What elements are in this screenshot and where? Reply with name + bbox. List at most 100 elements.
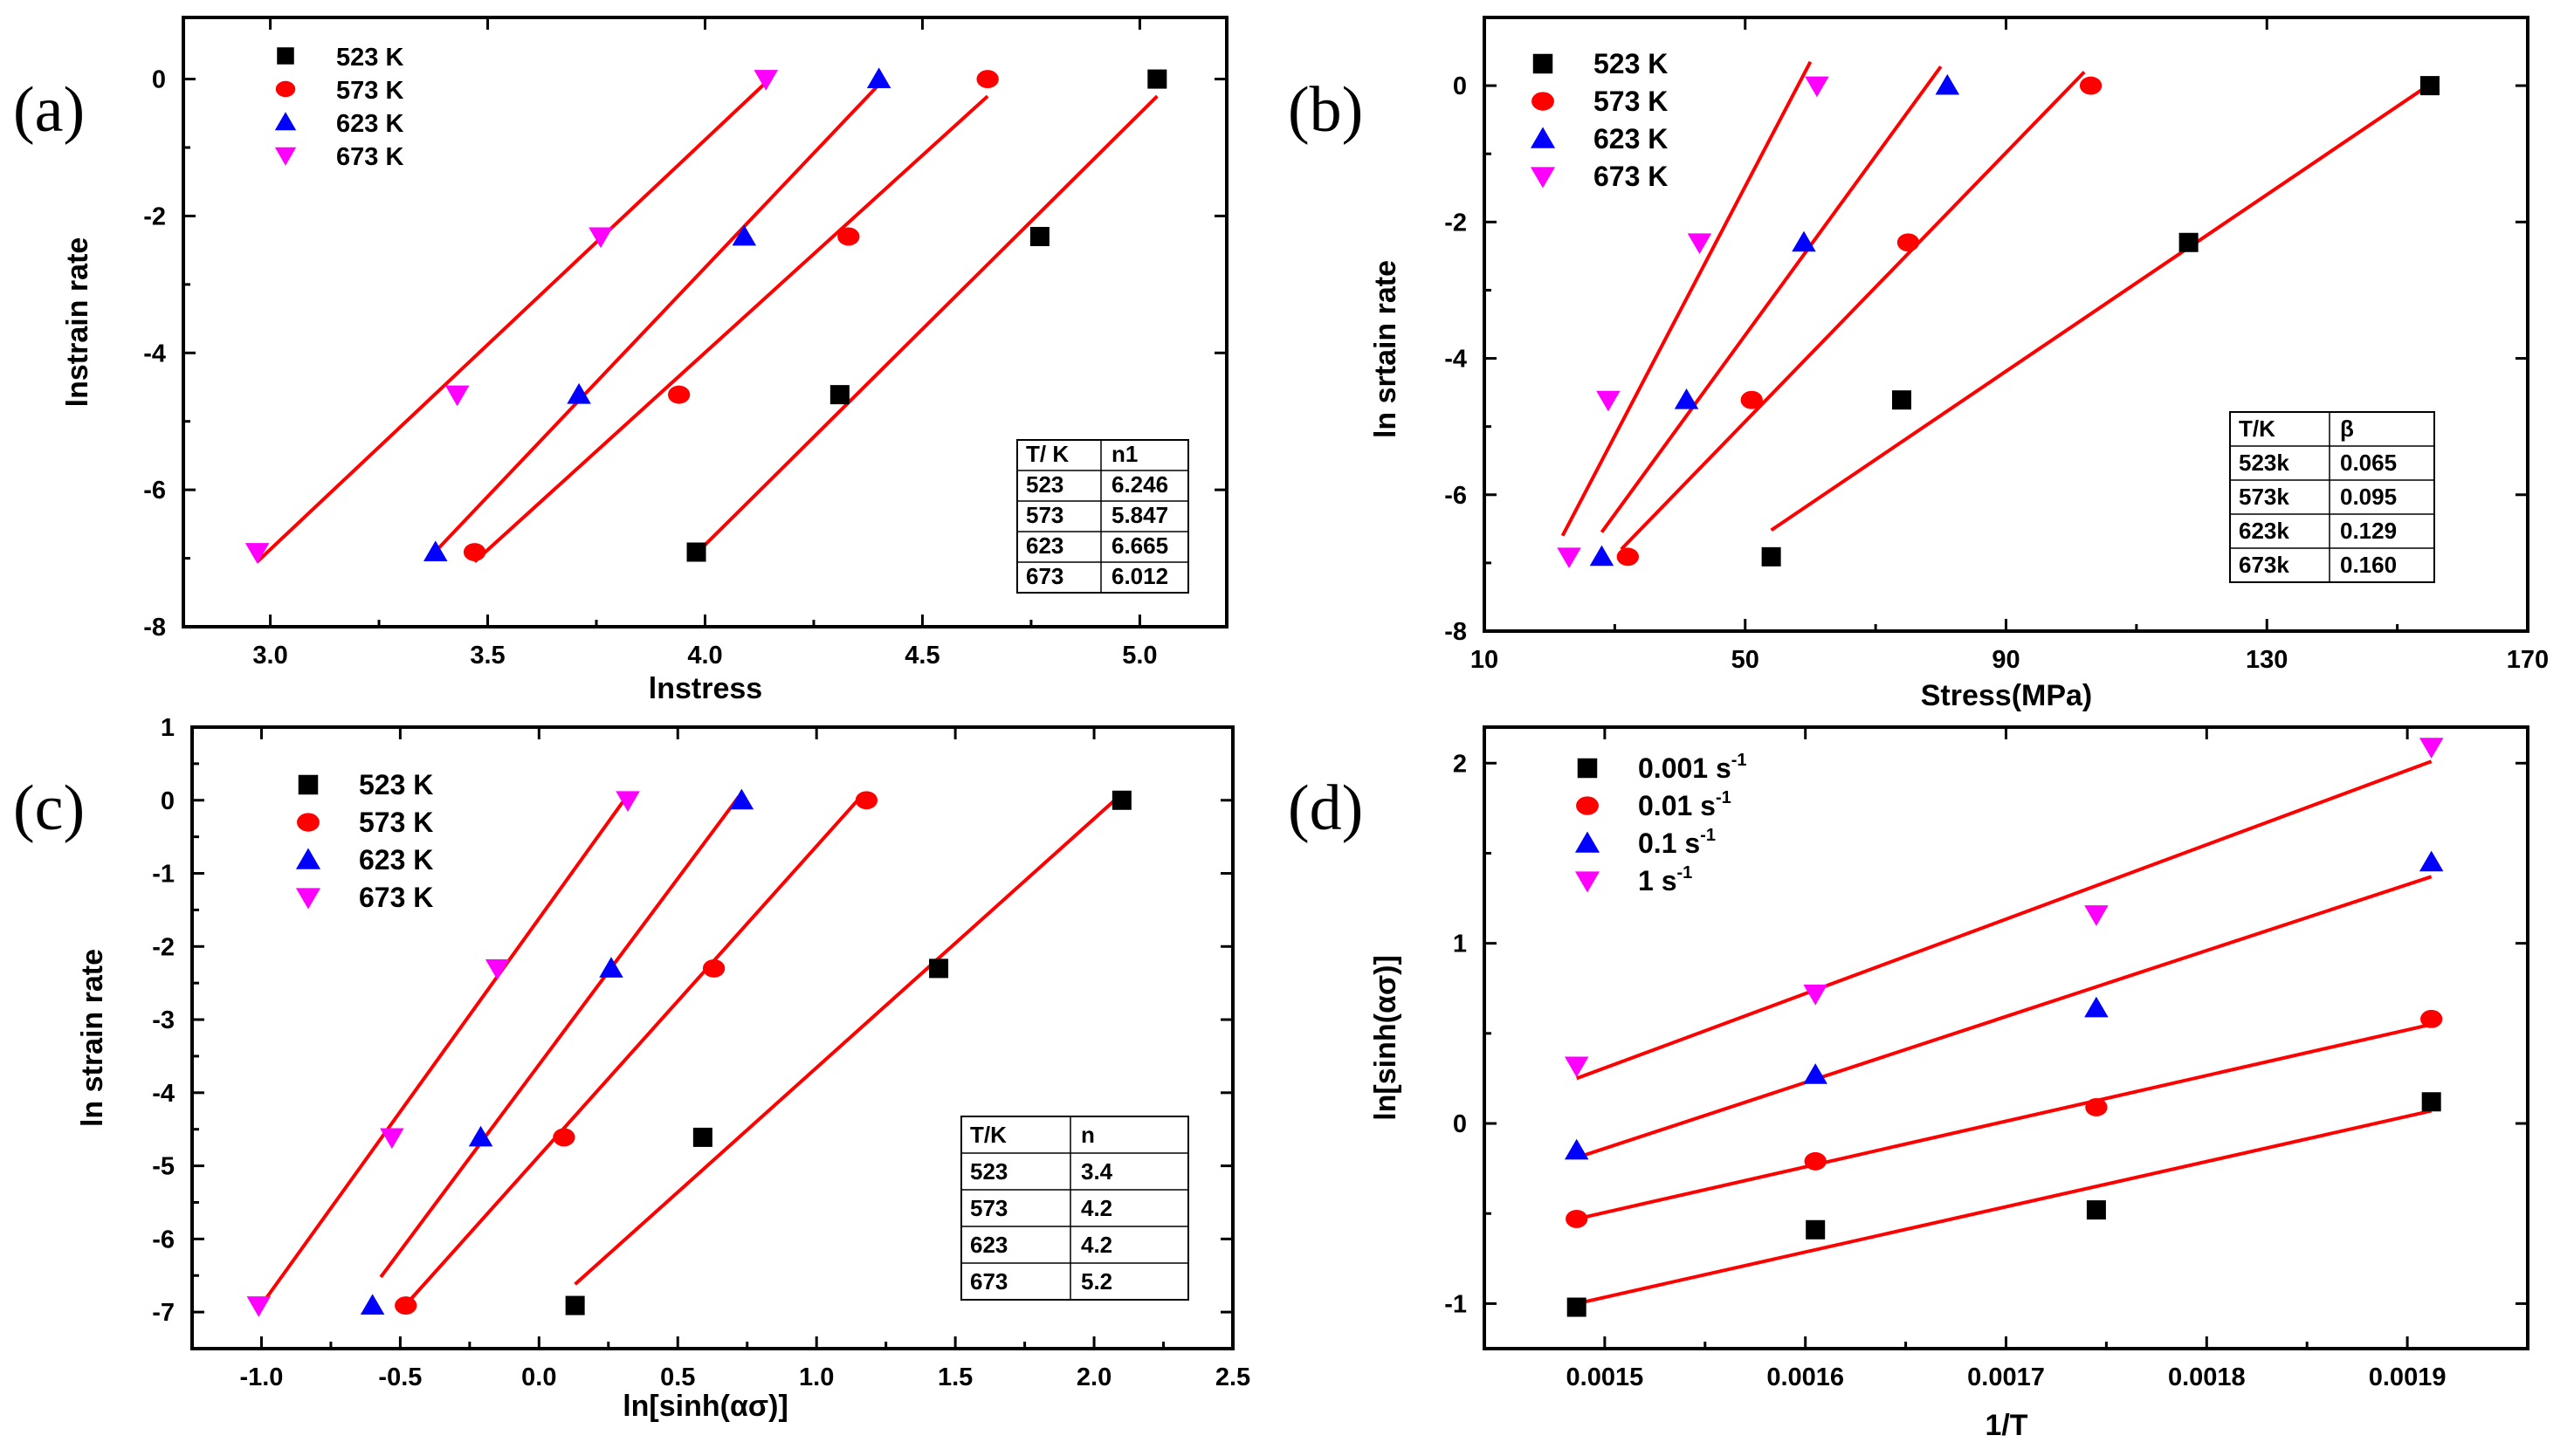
data-point	[463, 543, 486, 561]
data-point	[702, 958, 726, 978]
panel-a: 3.0 3.5 4.0 4.5 5.0 0 -2 -4 -6 -8 lnstress lnstrain…	[13, 16, 1228, 705]
data-point	[2419, 850, 2444, 872]
y-tick-label: -1	[152, 861, 175, 889]
data-point	[754, 70, 778, 91]
x-tick-label: 3.0	[252, 642, 287, 670]
data-point	[732, 224, 757, 246]
data-point	[2085, 1098, 2108, 1116]
data-point	[1589, 545, 1614, 567]
data-point	[1935, 73, 1960, 95]
y-tick-label: -7	[152, 1299, 175, 1327]
data-point	[244, 543, 270, 564]
legend-label: 673 K	[336, 143, 403, 171]
x-tick-label: 0.0015	[1566, 1363, 1644, 1391]
x-tick-label: 90	[1992, 646, 2020, 674]
legend-marker	[295, 848, 321, 869]
panel-label: (a)	[13, 74, 85, 146]
x-tick-label: -0.5	[378, 1363, 422, 1391]
fit-line	[1770, 82, 2432, 532]
legend-marker	[1574, 871, 1600, 893]
data-point	[616, 791, 640, 812]
table-cell: 523k	[2239, 450, 2289, 476]
data-point	[444, 385, 470, 407]
legend-marker	[1577, 758, 1598, 779]
data-point	[2420, 1009, 2443, 1028]
panel-c: -1.0 -0.5 0.0 0.5 1.0 1.5 2.0 2.5 1 0 -1 -2 -3 -4 -5 -6…	[13, 714, 1250, 1423]
inset-table: T/K β 523k 0.065 573k 0.095 623k 0.129 673k 0.160	[2229, 411, 2435, 583]
legend-label: 0.1 s-1	[1638, 826, 1716, 859]
data-point	[929, 958, 949, 979]
table-cell: 523	[970, 1158, 1008, 1185]
x-tick-label: 0.0	[521, 1363, 556, 1391]
data-point	[829, 385, 850, 405]
x-tick-label: 130	[2246, 646, 2288, 674]
data-point	[1112, 790, 1132, 810]
table-cell: 6.246	[1112, 471, 1168, 498]
x-tick-label: -1.0	[239, 1363, 283, 1391]
data-point	[1557, 547, 1581, 569]
data-point	[1792, 230, 1816, 252]
data-point	[395, 1296, 417, 1315]
y-tick-label: 1	[1453, 931, 1467, 958]
fit-line	[695, 94, 1159, 555]
legend-superscript: -1	[1700, 826, 1716, 845]
x-tick-label: 2.0	[1077, 1363, 1112, 1391]
y-axis-title: ln[sinh(ασ)]	[1369, 955, 1402, 1121]
legend-label: 623 K	[359, 844, 433, 876]
legend-label: 0.001 s-1	[1638, 751, 1747, 784]
data-point	[2084, 905, 2109, 926]
panel-label: (c)	[13, 773, 85, 844]
data-point	[976, 70, 999, 89]
x-tick-label: 0.5	[660, 1363, 695, 1391]
data-point	[855, 791, 878, 810]
y-tick-label: 0	[152, 66, 166, 94]
y-tick-label: 0	[1453, 72, 1467, 100]
y-tick-label: -6	[1444, 482, 1467, 510]
table-cell: 4.2	[1081, 1195, 1112, 1221]
x-tick-label: 0.0018	[2168, 1363, 2246, 1391]
data-point	[1805, 76, 1829, 98]
table-cell: 4.2	[1081, 1232, 1112, 1258]
fit-line	[1576, 759, 2433, 1081]
data-point	[1740, 390, 1763, 409]
panel-label: (d)	[1288, 773, 1363, 844]
table-cell: 673k	[2239, 552, 2289, 578]
y-tick-label: 0	[1453, 1110, 1467, 1138]
x-tick-label: 5.0	[1122, 642, 1157, 670]
data-point	[468, 1125, 493, 1147]
y-tick-label: -4	[152, 1080, 175, 1108]
y-tick-label: 0	[161, 787, 175, 815]
fit-line	[1600, 65, 1943, 533]
legend-label: 673 K	[1593, 161, 1668, 192]
data-point	[485, 958, 510, 980]
data-point	[1674, 388, 1699, 409]
data-point	[553, 1128, 575, 1147]
table-header-cell: T/K	[970, 1122, 1007, 1148]
y-axis-title: ln srtain rate	[1369, 260, 1402, 438]
data-point	[1806, 1219, 1826, 1240]
y-axis-title: lnstrain rate	[61, 237, 94, 408]
panel-b: 10 50 90 130 170 0 -2 -4 -6 -8 Stress(MPa) ln srtai…	[1288, 16, 2549, 712]
data-point	[686, 542, 706, 562]
data-point	[423, 540, 448, 561]
legend-marker	[1576, 796, 1599, 815]
data-point	[1564, 1056, 1589, 1078]
legend-marker	[298, 774, 319, 795]
legend-label: 573 K	[1593, 86, 1668, 117]
y-tick-label: -2	[143, 203, 166, 230]
y-tick-label: -3	[152, 1006, 175, 1034]
table-cell: 5.2	[1081, 1268, 1112, 1295]
data-point	[729, 788, 754, 810]
fit-line	[473, 94, 989, 563]
data-point	[599, 957, 623, 978]
data-point	[1566, 1297, 1586, 1317]
table-border	[2229, 411, 2435, 583]
table-cell: 573k	[2239, 484, 2289, 510]
data-point	[667, 385, 691, 404]
legend-label: 673 K	[359, 882, 433, 913]
data-point	[380, 1128, 404, 1150]
table-cell: 623	[970, 1232, 1008, 1258]
fit-line	[256, 81, 767, 563]
x-tick-label: 0.0019	[2369, 1363, 2447, 1391]
